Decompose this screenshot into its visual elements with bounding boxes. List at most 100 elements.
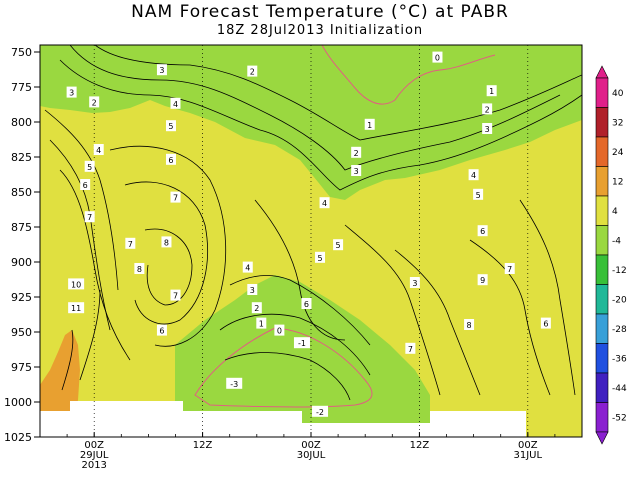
x-tick-sublabel: 29JUL [80, 450, 109, 461]
contour-label-text: 10 [71, 280, 81, 289]
contour-label-text: 8 [467, 321, 472, 330]
y-tick-label: 750 [11, 46, 32, 59]
y-tick-label: 1000 [4, 396, 32, 409]
contour-label-bg [161, 236, 172, 248]
contour-label-text: -3 [230, 380, 238, 389]
contour-label: 8 [464, 319, 475, 330]
contour-label-text: 4 [96, 146, 101, 155]
y-tick-label: 900 [11, 256, 32, 269]
contour-label-bg [486, 85, 497, 97]
contour-label: 10 [68, 278, 85, 290]
contour-label-bg [170, 97, 181, 109]
contour-label-bg [364, 118, 375, 130]
contour-label-bg [125, 237, 136, 249]
contour-label-text: 4 [471, 171, 476, 180]
x-tick-label: 12Z [410, 440, 430, 451]
contour-label: 7 [170, 289, 181, 301]
contour-label: 5 [333, 239, 344, 251]
colorbar-segment [595, 77, 609, 108]
contour-label-text: 3 [159, 66, 164, 75]
contour-label-bg [473, 188, 484, 200]
contour-label-bg [274, 324, 285, 336]
contour-label-text: 8 [164, 238, 169, 247]
y-tick-label: 775 [11, 81, 32, 94]
colorbar-segment [595, 225, 609, 256]
contour-label-bg [165, 153, 176, 165]
contour-label: 5 [84, 160, 95, 172]
contour-label-text: 9 [480, 276, 485, 285]
contour-label-text: -2 [316, 408, 324, 417]
contour-label-bg [170, 289, 181, 301]
contour-label: 3 [247, 284, 258, 295]
contour-label-bg [504, 263, 515, 274]
contour-label: 7 [125, 237, 136, 249]
colorbar-label: -20 [612, 295, 627, 305]
contour-label-text: 3 [69, 89, 74, 98]
contour-label-text: 6 [168, 156, 173, 165]
contour-label-text: 7 [408, 345, 413, 354]
colorbar-label: -12 [612, 266, 627, 276]
contour-label: -2 [312, 405, 329, 417]
colorbar-label: -4 [612, 236, 621, 246]
contour-label: 4 [170, 97, 181, 109]
chart-title: NAM Forecast Temperature (°C) at PABR [131, 2, 509, 22]
y-tick-label: 1025 [4, 431, 32, 444]
contour-label-text: 6 [480, 227, 485, 236]
contour-label-bg [93, 144, 104, 155]
contour-label: 6 [156, 324, 167, 336]
contour-label: 6 [165, 153, 176, 165]
contour-label-text: 5 [476, 191, 481, 200]
contour-label-bg [312, 405, 329, 417]
contour-label-text: 0 [277, 327, 282, 336]
colorbar-label: -36 [612, 354, 627, 364]
contour-label: -1 [293, 337, 310, 349]
colorbar-segment [595, 313, 609, 344]
contour-label: 1 [486, 85, 497, 97]
contour-label-text: 1 [489, 87, 494, 96]
contour-label-text: 2 [354, 149, 359, 158]
contour-label-bg [468, 169, 479, 181]
contour-label-bg [247, 284, 258, 295]
contour-label-bg [251, 302, 262, 314]
contour-label: 3 [482, 123, 493, 134]
contour-label-text: 7 [507, 265, 512, 274]
zero-contour-lower [194, 327, 373, 408]
y-tick-label: 800 [11, 116, 32, 129]
colorbar-segment [595, 166, 609, 197]
x-tick-sublabel: 30JUL [297, 450, 326, 461]
contour-label-text: 2 [250, 68, 255, 77]
contour-label-bg [351, 146, 362, 158]
contour-label-text: 2 [485, 105, 490, 114]
contour-label-bg [134, 263, 145, 274]
colorbar-segment [595, 284, 609, 315]
colorbar-label: 40 [612, 89, 624, 99]
contour-label-text: -1 [298, 339, 306, 348]
contour-label: 5 [315, 251, 326, 263]
contour-label: 2 [482, 103, 493, 115]
contour-label-bg [84, 160, 95, 172]
x-tick-label: 00Z [518, 440, 538, 451]
contour-label-text: 5 [336, 241, 341, 250]
contour-label-text: 6 [159, 327, 164, 336]
colorbar: 40 32 24 12 4 -4 -12 -20 -28 -36 -44 -52 [595, 65, 627, 445]
contour-label-text: 3 [250, 286, 255, 295]
colorbar-segment [595, 136, 609, 167]
contour-label: 9 [477, 274, 488, 286]
x-tick-label: 00Z [84, 440, 104, 451]
zero-contour-upper [321, 45, 496, 105]
colorbar-segment [595, 107, 609, 138]
colorbar-label: 4 [612, 207, 618, 217]
y-tick-label: 825 [11, 151, 32, 164]
contour-label-bg [242, 261, 253, 273]
contour-label: 4 [319, 197, 330, 209]
contour-label: 3 [156, 64, 167, 76]
temperature-contours [44, 45, 582, 401]
contour-label-text: 7 [87, 213, 92, 222]
contour-label-text: 3 [485, 125, 490, 134]
x-tick-sublabel: 2013 [81, 460, 106, 471]
upper-cool-layer [40, 45, 582, 200]
contour-label: 1 [256, 317, 267, 329]
contour-label-text: 4 [173, 100, 178, 109]
y-tick-label: 975 [11, 361, 32, 374]
